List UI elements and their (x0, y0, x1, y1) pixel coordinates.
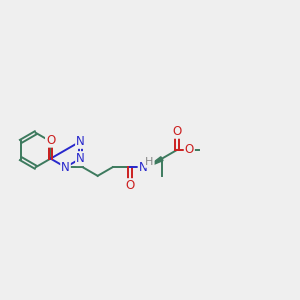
Text: O: O (125, 179, 134, 192)
Text: H: H (146, 157, 154, 167)
Text: N: N (139, 161, 147, 174)
Text: N: N (76, 152, 85, 165)
Text: O: O (172, 125, 182, 138)
Polygon shape (147, 157, 163, 167)
Text: N: N (76, 135, 85, 148)
Text: O: O (46, 134, 55, 147)
Text: N: N (61, 161, 70, 174)
Text: O: O (185, 143, 194, 157)
